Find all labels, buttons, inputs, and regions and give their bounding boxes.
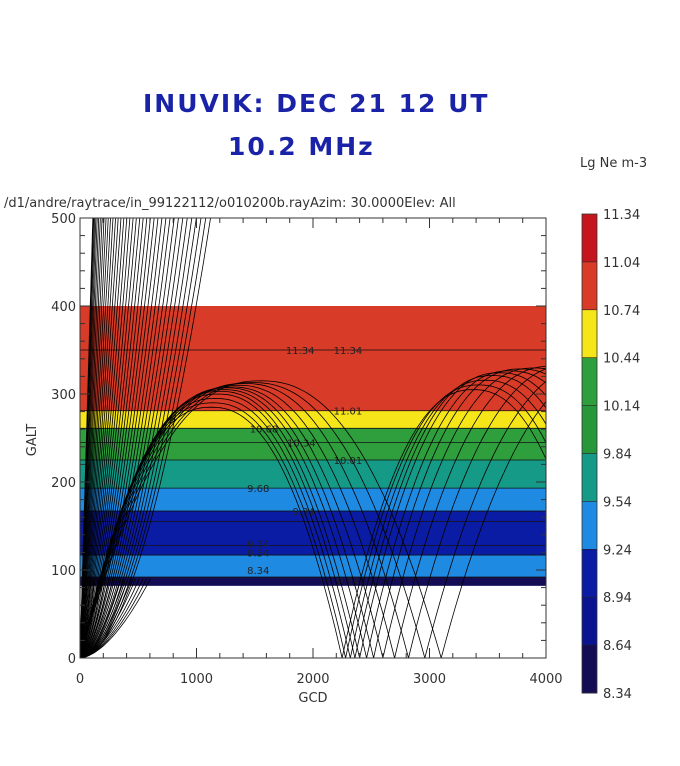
contour-label-3: 10.68 bbox=[250, 424, 279, 435]
contour-label-4: 10.34 bbox=[287, 438, 316, 449]
colorbar-level-label: 9.54 bbox=[603, 495, 632, 510]
density-band-4 bbox=[80, 488, 546, 512]
reflecting-ray-5-hop-1 bbox=[80, 389, 367, 658]
penetrating-ray-24 bbox=[80, 218, 148, 658]
penetrating-ray-35 bbox=[80, 218, 193, 658]
penetrating-ray-10 bbox=[80, 218, 107, 658]
y-tick-label: 300 bbox=[51, 388, 76, 403]
colorbar-level-label: 8.34 bbox=[603, 687, 632, 702]
contour-label-10: 8.34 bbox=[247, 566, 269, 577]
penetrating-ray-23 bbox=[80, 218, 144, 658]
colorbar-level-label: 10.14 bbox=[603, 400, 640, 415]
x-tick-label: 1000 bbox=[180, 672, 213, 687]
reflecting-ray-11-hop-1 bbox=[80, 380, 442, 658]
contour-label-5: 10.01 bbox=[334, 456, 363, 467]
colorbar-level-label: 11.34 bbox=[603, 208, 640, 223]
reflecting-ray-10-hop-2 bbox=[424, 380, 546, 658]
x-axis-label: GCD bbox=[298, 691, 327, 706]
chart-title-line1: INUVIK: DEC 21 12 UT bbox=[143, 89, 489, 118]
colorbar-level-label: 8.94 bbox=[603, 591, 632, 606]
reflecting-ray-9-hop-1 bbox=[80, 382, 409, 658]
colorbar-segment-0 bbox=[582, 214, 597, 263]
x-tick-label: 2000 bbox=[296, 672, 329, 687]
penetrating-ray-14 bbox=[80, 218, 116, 658]
density-band-1 bbox=[80, 410, 546, 429]
x-tick-label: 4000 bbox=[529, 672, 562, 687]
reflecting-ray-7-hop-1 bbox=[80, 386, 384, 658]
penetrating-ray-34 bbox=[80, 218, 188, 658]
colorbar-segment-7 bbox=[582, 549, 597, 598]
x-tick-label: 0 bbox=[76, 672, 84, 687]
colorbar-segment-3 bbox=[582, 357, 597, 407]
reflecting-ray-11-hop-2 bbox=[440, 400, 546, 658]
contour-label-9: 9.34 bbox=[247, 548, 269, 559]
reflecting-ray-5-hop-2 bbox=[366, 370, 546, 658]
reflecting-ray-6-hop-1 bbox=[80, 387, 374, 658]
reflecting-ray-8-hop-2 bbox=[394, 365, 546, 658]
low-ray-8 bbox=[80, 578, 118, 658]
reflecting-ray-9-hop-2 bbox=[408, 368, 546, 658]
reflecting-ray-4-hop-2 bbox=[359, 372, 546, 658]
y-axis-label: GALT bbox=[25, 424, 40, 456]
colorbar-title: Lg Ne m-3 bbox=[580, 156, 647, 171]
colorbar-frame bbox=[581, 213, 598, 694]
chart-subtitle: /d1/andre/raytrace/in_99122112/o010200b.… bbox=[4, 196, 456, 211]
chart-title-line2: 10.2 MHz bbox=[228, 132, 375, 161]
penetrating-ray-17 bbox=[80, 218, 125, 658]
reflecting-ray-4-hop-1 bbox=[80, 391, 360, 658]
colorbar-segment-8 bbox=[582, 597, 597, 646]
reflecting-ray-2-hop-2 bbox=[349, 379, 546, 658]
reflecting-ray-0-hop-2 bbox=[341, 389, 546, 658]
colorbar-segment-5 bbox=[582, 453, 597, 502]
penetrating-ray-8 bbox=[80, 218, 103, 658]
axes: 0 1000 2000 3000 4000 0 100 200 300 400 500 bbox=[51, 212, 562, 687]
low-ray-5 bbox=[80, 578, 106, 658]
low-ray-7 bbox=[80, 578, 114, 658]
colorbar-segment-4 bbox=[582, 405, 597, 454]
contour-label-1: 11.34 bbox=[334, 346, 363, 357]
x-tick-label: 3000 bbox=[413, 672, 446, 687]
penetrating-ray-31 bbox=[80, 218, 175, 658]
colorbar-level-label: 11.04 bbox=[603, 256, 640, 271]
colorbar-level-label: 9.24 bbox=[603, 543, 632, 558]
y-tick-label: 100 bbox=[51, 564, 76, 579]
contour-label-8: 9.34 bbox=[247, 540, 269, 551]
low-ray-4 bbox=[80, 578, 103, 658]
contour-label-6: 9.68 bbox=[247, 484, 269, 495]
low-ray-6 bbox=[80, 578, 110, 658]
colorbar-level-label: 8.64 bbox=[603, 639, 632, 654]
penetrating-ray-13 bbox=[80, 218, 114, 658]
colorbar-segment-2 bbox=[582, 309, 597, 359]
colorbar-segment-6 bbox=[582, 501, 597, 550]
contour-label-0: 11.34 bbox=[286, 346, 315, 357]
density-band-7 bbox=[80, 577, 546, 586]
penetrating-ray-18 bbox=[80, 218, 128, 658]
ray-paths bbox=[80, 218, 546, 658]
density-band-6 bbox=[80, 555, 546, 578]
contour-label-11: 9.34 bbox=[337, 577, 359, 588]
reflecting-ray-8-hop-1 bbox=[80, 384, 395, 658]
reflecting-ray-10-hop-1 bbox=[80, 382, 426, 658]
penetrating-ray-26 bbox=[80, 218, 155, 658]
contour-label-2: 11.01 bbox=[334, 407, 363, 418]
y-tick-label: 0 bbox=[68, 652, 76, 667]
contour-label-7: 9.34 bbox=[293, 507, 315, 518]
colorbar-level-label: 10.74 bbox=[603, 304, 640, 319]
y-tick-label: 400 bbox=[51, 300, 76, 315]
y-tick-label: 200 bbox=[51, 476, 76, 491]
plot-area: 11.34 11.3411.0110.6810.3410.019.689.349.… bbox=[80, 218, 546, 658]
penetrating-ray-7 bbox=[80, 218, 101, 658]
colorbar: 11.34 11.04 10.74 10.44 10.14 9.84 9.54 9.24 8.9… bbox=[581, 208, 640, 702]
colorbar-level-label: 9.84 bbox=[603, 448, 632, 463]
penetrating-ray-15 bbox=[80, 218, 119, 658]
colorbar-segment-1 bbox=[582, 261, 597, 311]
density-band-0 bbox=[80, 306, 546, 411]
colorbar-level-label: 10.44 bbox=[603, 352, 640, 367]
y-tick-label: 500 bbox=[51, 212, 76, 227]
low-ray-17 bbox=[80, 578, 151, 658]
penetrating-ray-6 bbox=[80, 218, 100, 658]
colorbar-segment-9 bbox=[582, 645, 597, 694]
